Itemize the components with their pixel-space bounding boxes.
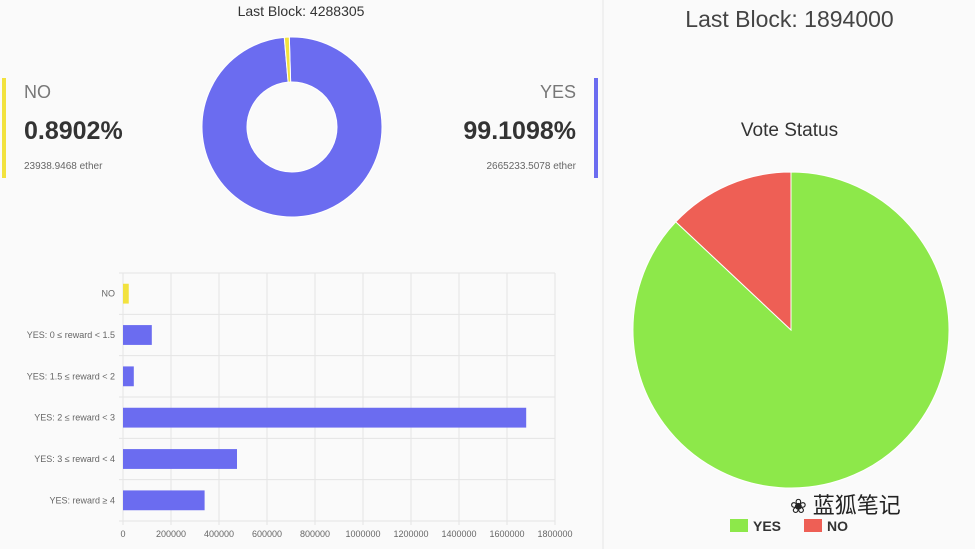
no-label: NO — [24, 82, 51, 102]
category-label: YES: 2 ≤ reward < 3 — [34, 413, 115, 423]
x-tick-label: 1600000 — [489, 529, 524, 539]
x-tick-label: 800000 — [300, 529, 330, 539]
donut-slice-no[interactable] — [283, 36, 292, 83]
no-percent: 0.8902% — [24, 117, 123, 145]
no-ether: 23938.9468 ether — [24, 161, 103, 172]
yes-ether: 2665233.5078 ether — [486, 161, 576, 172]
bar[interactable] — [123, 490, 205, 511]
category-label: NO — [102, 289, 116, 299]
x-tick-label: 1000000 — [345, 529, 380, 539]
bar[interactable] — [123, 325, 152, 345]
no-stat-accent — [2, 78, 6, 178]
x-tick-label: 1400000 — [441, 529, 476, 539]
bar[interactable] — [123, 449, 237, 469]
watermark: ❀ 蓝狐笔记 — [790, 488, 901, 520]
right-panel: Last Block: 1894000 Vote Status YES NO — [604, 0, 975, 549]
bar[interactable] — [123, 283, 129, 304]
fox-logo-icon: ❀ — [790, 496, 807, 518]
category-label: YES: 1.5 ≤ reward < 2 — [27, 371, 115, 381]
x-tick-label: 0 — [120, 529, 125, 539]
category-label: YES: reward ≥ 4 — [50, 495, 115, 505]
x-tick-label: 200000 — [156, 529, 186, 539]
watermark-text: 蓝狐笔记 — [812, 493, 901, 518]
yes-percent: 99.1098% — [463, 117, 576, 145]
legend-yes-swatch — [730, 519, 748, 532]
bar-chart: 0 200000 400000 600000 800000 1000000 1200000 1… — [27, 272, 573, 539]
vote-slice-no[interactable] — [675, 171, 792, 332]
legend-no[interactable]: NO — [804, 518, 848, 534]
bar[interactable] — [123, 407, 527, 428]
panel-divider — [602, 0, 604, 549]
x-tick-label: 400000 — [204, 529, 234, 539]
legend-no-label: NO — [827, 518, 848, 534]
last-block-right: Last Block: 1894000 — [685, 6, 894, 32]
legend-yes[interactable]: YES — [730, 518, 781, 534]
vote-status-pie — [632, 171, 950, 489]
x-tick-label: 1200000 — [393, 529, 428, 539]
yes-label: YES — [539, 82, 576, 102]
legend-no-swatch — [804, 519, 822, 532]
category-label: YES: 3 ≤ reward < 4 — [34, 454, 115, 464]
donut-chart — [201, 36, 383, 218]
yes-stat-accent — [594, 78, 598, 178]
donut-slice-yes[interactable] — [201, 36, 383, 218]
x-tick-label: 600000 — [252, 529, 282, 539]
left-panel: Last Block: 4288305 NO 0.8902% 23938.946… — [2, 3, 598, 539]
x-tick-label: 1800000 — [537, 529, 572, 539]
bar[interactable] — [123, 366, 134, 387]
category-label: YES: 0 ≤ reward < 1.5 — [27, 330, 115, 340]
legend-yes-label: YES — [753, 518, 782, 534]
vote-status-title: Vote Status — [740, 120, 839, 141]
last-block-left: Last Block: 4288305 — [237, 3, 365, 19]
